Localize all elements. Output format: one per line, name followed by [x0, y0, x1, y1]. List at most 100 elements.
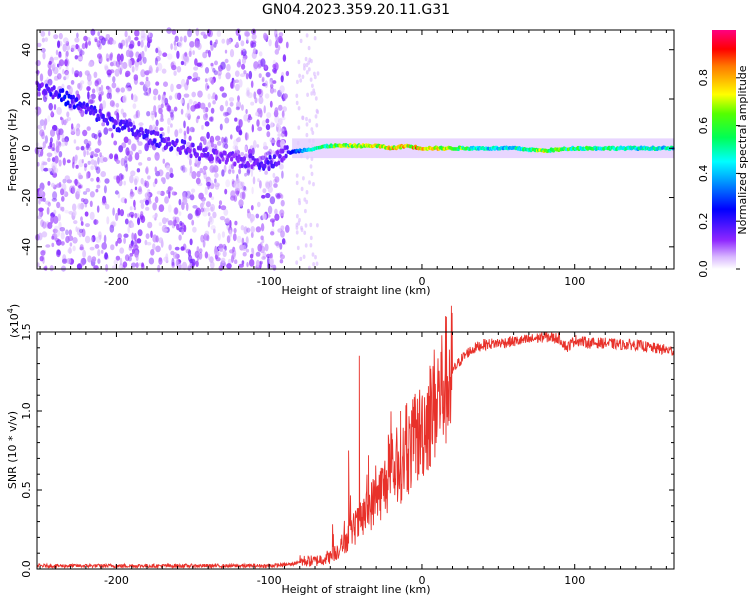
spectrogram-noise-mark	[57, 73, 62, 80]
spectrogram-noise-mark	[234, 79, 239, 83]
spectrogram-noise-mark	[51, 242, 55, 248]
spectrogram-noise-mark	[98, 95, 101, 101]
spectrogram-noise-mark	[145, 70, 151, 74]
spectrogram-noise-mark	[169, 167, 174, 175]
spectrogram-noise-mark	[209, 165, 215, 173]
spectrogram-noise-mark	[61, 206, 65, 212]
spectrogram-noise-mark	[191, 188, 196, 193]
spectrogram-noise-mark	[212, 164, 218, 172]
spectrogram-noise-mark	[117, 207, 121, 216]
spectrogram-noise-mark	[269, 100, 273, 108]
spectrogram-noise-mark	[112, 40, 117, 45]
spectrogram-noise-mark	[216, 140, 222, 146]
spectrogram-noise-mark	[257, 107, 263, 115]
spectrogram-noise-mark	[73, 155, 78, 164]
spectrogram-noise-mark	[112, 76, 116, 83]
spectrogram-noise-mark	[135, 110, 139, 118]
spectrogram-noise-mark	[187, 75, 192, 80]
spectrogram-noise-mark	[278, 32, 284, 37]
spectrogram-noise-mark	[224, 49, 228, 54]
spectrogram-noise-mark	[306, 92, 309, 98]
spectrogram-noise-mark	[216, 30, 222, 37]
spectrogram-noise-mark	[66, 258, 72, 264]
spectrogram-noise-mark	[147, 157, 151, 161]
spectrogram-noise-mark	[80, 258, 85, 267]
spectrogram-noise-mark	[64, 70, 70, 80]
spectrogram-noise-mark	[153, 95, 157, 101]
spectrogram-noise-mark	[171, 29, 177, 35]
spectrogram-noise-mark	[296, 79, 299, 85]
spectrogram-noise-mark	[224, 112, 230, 116]
spectrogram-noise-mark	[250, 168, 254, 177]
spectrogram-noise-mark	[189, 158, 192, 166]
spectrogram-noise-mark	[219, 104, 224, 112]
spectrogram-ridge-mark	[247, 162, 251, 168]
spectrogram-noise-mark	[279, 242, 283, 250]
spectrogram-noise-mark	[308, 180, 311, 185]
spectrogram-noise-mark	[129, 206, 133, 211]
spectrogram-noise-mark	[264, 80, 269, 88]
spectrogram-noise-mark	[315, 108, 319, 114]
spectrogram-noise-mark	[248, 70, 253, 80]
spectrogram-noise-mark	[233, 79, 236, 84]
spectrogram-noise-mark	[111, 220, 116, 226]
spectrogram-noise-mark	[129, 194, 134, 199]
spectrogram-noise-mark	[47, 168, 53, 172]
spectrogram-noise-mark	[216, 251, 221, 256]
colorbar-tick-label: 0.6	[697, 117, 710, 135]
spectrogram-noise-mark	[104, 252, 108, 260]
spectrogram-noise-mark	[184, 51, 188, 57]
spectrogram-noise-mark	[101, 122, 106, 127]
snr-frame	[36, 331, 675, 570]
spectrogram-noise-mark	[166, 27, 172, 34]
spectrogram-noise-mark	[75, 146, 80, 151]
snr-panel: -200 -100 0 100 0.0 0.5 1.0 1.5 Height of strai…	[6, 304, 675, 596]
spectrogram-noise-mark	[221, 231, 225, 238]
spectrogram-noise-mark	[200, 207, 205, 213]
spectrogram-noise-mark	[182, 196, 188, 205]
spectrogram-noise-mark	[140, 40, 144, 48]
spectrogram-noise-mark	[80, 221, 84, 226]
spectrogram-ridge-mark	[52, 85, 56, 90]
spectrogram-ridge-mark	[239, 156, 243, 162]
spectrogram-noise-mark	[234, 145, 239, 152]
spectrogram-noise-mark	[108, 127, 113, 132]
spectrogram-ridge-mark	[141, 130, 145, 136]
spectrogram-noise-mark	[274, 107, 279, 114]
spectrogram-noise-mark	[102, 100, 107, 109]
spectrogram-noise-mark	[129, 252, 134, 257]
spectrogram-ridge-mark	[266, 160, 270, 165]
spectrogram-noise-mark	[101, 199, 107, 206]
spectrogram-noise-mark	[196, 76, 201, 81]
spectrogram-noise-mark	[234, 220, 238, 226]
spectrogram-ridge-mark	[72, 104, 76, 110]
spectrogram-noise-mark	[167, 220, 174, 226]
spectrogram-noise-mark	[106, 216, 110, 225]
spectrogram-noise-mark	[173, 106, 178, 112]
spectrogram-noise-mark	[64, 175, 71, 182]
spectrogram-noise-mark	[93, 219, 99, 225]
spectrogram-ridge-mark	[233, 161, 237, 167]
spectrogram-noise-mark	[230, 134, 233, 140]
spectrogram-noise-mark	[281, 110, 285, 118]
spectrogram-noise-mark	[187, 113, 191, 121]
spectrogram-noise-mark	[147, 32, 152, 38]
spectrogram-noise-mark	[147, 175, 151, 180]
spectrogram-noise-mark	[58, 159, 62, 167]
spectrogram-noise-mark	[223, 208, 229, 216]
spectrogram-noise-mark	[129, 60, 132, 69]
spectrogram-noise-mark	[174, 207, 178, 215]
spectrogram-noise-mark	[192, 50, 195, 55]
spectrogram-noise-mark	[202, 51, 208, 59]
spectrogram-noise-mark	[80, 80, 85, 85]
spectrogram-noise-mark	[279, 163, 284, 170]
spectrogram-noise-mark	[224, 245, 227, 251]
spectrogram-noise-mark	[154, 126, 159, 132]
spectrogram-noise-mark	[260, 235, 264, 241]
spectrogram-noise-mark	[170, 113, 175, 121]
spectrogram-noise-mark	[270, 83, 274, 89]
spectrogram-noise-mark	[257, 126, 263, 132]
spectrogram-noise-mark	[208, 77, 213, 81]
spectrogram-noise-mark	[91, 132, 96, 139]
spectrogram-noise-mark	[158, 222, 162, 227]
